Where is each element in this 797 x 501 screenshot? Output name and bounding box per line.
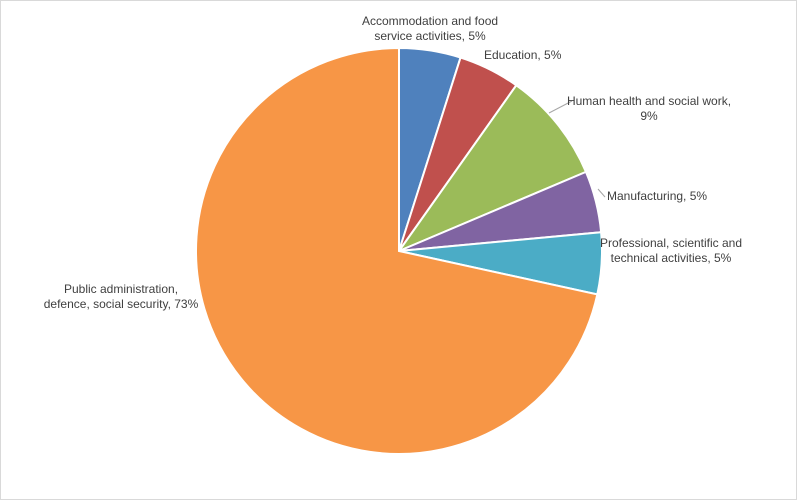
- data-label-line: Professional, scientific and: [600, 236, 742, 250]
- pie-slice-public-administration-defence-social-security: [195, 46, 599, 455]
- data-label: Education, 5%: [484, 48, 562, 62]
- data-label: Manufacturing, 5%: [607, 189, 707, 203]
- leader-line: [597, 188, 606, 198]
- data-label-line: Accommodation and food: [362, 14, 498, 28]
- data-label: Professional, scientific and technical ac…: [600, 236, 742, 265]
- data-label: Human health and social work, 9%: [567, 94, 731, 123]
- data-label-line: defence, social security, 73%: [44, 297, 199, 311]
- leader-line: [548, 100, 573, 114]
- pie-slice-human-health-and-social-work: [396, 83, 588, 254]
- data-label-line: Education, 5%: [484, 48, 562, 62]
- data-label: Public administration, defence, social se…: [44, 282, 199, 311]
- leader-lines: [548, 100, 606, 198]
- data-label-line: Public administration,: [64, 282, 178, 296]
- pie-slices: [195, 46, 603, 455]
- data-label-line: Manufacturing, 5%: [607, 189, 707, 203]
- data-label-line: service activities, 5%: [374, 29, 486, 43]
- data-labels: Accommodation and food service activities…: [44, 14, 742, 311]
- data-label-line: Human health and social work,: [567, 94, 731, 108]
- data-label-line: technical activities, 5%: [611, 251, 732, 265]
- data-label-line: 9%: [640, 109, 658, 123]
- data-label: Accommodation and food service activities…: [362, 14, 498, 43]
